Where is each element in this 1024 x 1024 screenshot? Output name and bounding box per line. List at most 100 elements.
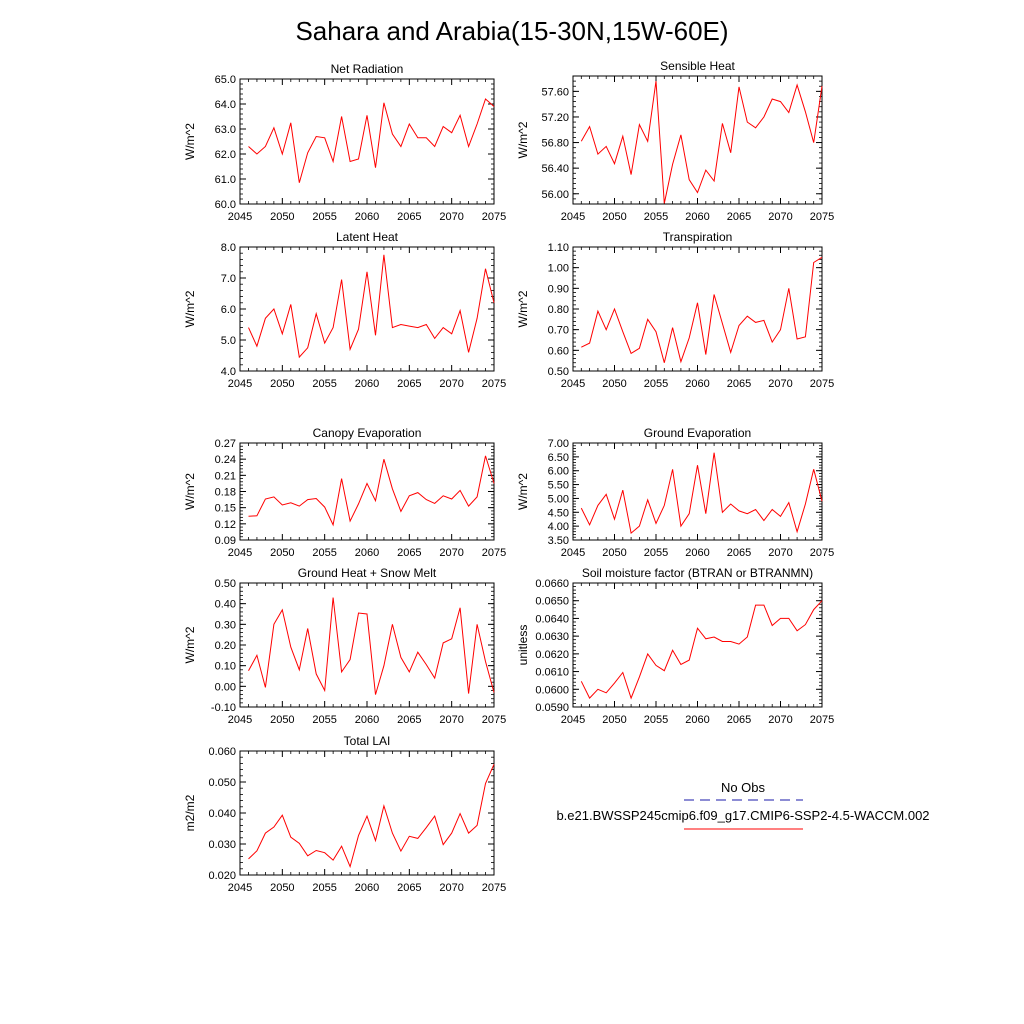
- y-tick-label: 0.0590: [535, 702, 569, 714]
- panel-title: Transpiration: [663, 230, 733, 244]
- y-tick-label: 56.00: [541, 189, 569, 201]
- x-tick-label: 2070: [439, 882, 463, 894]
- plot-frame: [572, 442, 823, 541]
- y-tick-label: 0.020: [208, 870, 236, 882]
- x-tick-label: 2045: [561, 547, 585, 559]
- x-tick-label: 2065: [397, 378, 421, 390]
- plot-frame: [572, 75, 823, 205]
- series-line: [248, 597, 495, 695]
- x-tick-label: 2045: [228, 547, 252, 559]
- x-tick-label: 2060: [685, 211, 709, 223]
- panel-canopy-evaporation: Canopy Evaporation W/m^2 2045 2050 2055 2060 2…: [183, 426, 506, 559]
- x-tick-label: 2070: [768, 211, 792, 223]
- y-tick-label: 0.18: [215, 487, 236, 499]
- x-tick-label: 2060: [355, 547, 379, 559]
- y-axis-label: W/m^2: [183, 473, 197, 510]
- x-tick-label: 2075: [810, 378, 834, 390]
- x-tick-label: 2050: [602, 211, 626, 223]
- y-tick-label: 0.050: [208, 777, 236, 789]
- panels: Net Radiation W/m^2 2045 2050 2055 2060 2065 20…: [183, 59, 834, 894]
- x-tick-label: 2055: [312, 714, 336, 726]
- y-tick-label: 0.50: [548, 366, 569, 378]
- x-tick-label: 2055: [644, 547, 668, 559]
- x-tick-label: 2050: [270, 211, 294, 223]
- x-tick-label: 2065: [397, 211, 421, 223]
- panel-ground-evaporation: Ground Evaporation W/m^2 2045 2050 2055 2060 2…: [516, 426, 834, 559]
- y-tick-label: 7.00: [548, 438, 569, 450]
- series-line: [580, 600, 823, 700]
- y-tick-label: 0.0600: [535, 684, 569, 696]
- y-tick-label: 0.60: [548, 345, 569, 357]
- y-tick-label: 5.00: [548, 493, 569, 505]
- x-tick-label: 2075: [482, 378, 506, 390]
- x-tick-label: 2055: [312, 547, 336, 559]
- x-tick-label: 2060: [355, 714, 379, 726]
- x-tick-label: 2065: [727, 211, 751, 223]
- y-tick-label: 0.24: [215, 454, 236, 466]
- x-tick-label: 2060: [355, 211, 379, 223]
- x-tick-label: 2045: [228, 882, 252, 894]
- x-tick-label: 2070: [768, 378, 792, 390]
- y-tick-label: 0.90: [548, 283, 569, 295]
- panel-total-lai: Total LAI m2/m2 2045 2050 2055 2060 2065 2070 20…: [183, 734, 506, 894]
- x-tick-label: 2050: [602, 714, 626, 726]
- panel-title: Net Radiation: [331, 62, 404, 76]
- x-tick-label: 2050: [270, 882, 294, 894]
- panel-sensible-heat: Sensible Heat W/m^2 2045 2050 2055 2060 2065 20…: [516, 59, 834, 223]
- y-tick-label: 0.27: [215, 438, 236, 450]
- x-tick-label: 2075: [482, 714, 506, 726]
- x-tick-label: 2050: [270, 714, 294, 726]
- y-tick-label: 0.15: [215, 503, 236, 515]
- x-tick-label: 2055: [312, 211, 336, 223]
- x-tick-label: 2045: [228, 714, 252, 726]
- panel-title: Ground Evaporation: [644, 426, 751, 440]
- x-tick-label: 2055: [312, 882, 336, 894]
- y-tick-label: 0.0660: [535, 578, 569, 590]
- y-tick-label: 64.0: [215, 99, 236, 111]
- series-line: [248, 254, 495, 359]
- y-tick-label: 0.040: [208, 808, 236, 820]
- y-tick-label: 0.0630: [535, 631, 569, 643]
- y-tick-label: 60.0: [215, 199, 236, 211]
- y-axis-label: W/m^2: [183, 290, 197, 327]
- y-tick-label: -0.10: [211, 702, 236, 714]
- y-tick-label: 0.10: [215, 661, 236, 673]
- x-tick-label: 2050: [270, 378, 294, 390]
- x-tick-label: 2060: [355, 378, 379, 390]
- x-tick-label: 2070: [439, 547, 463, 559]
- y-tick-label: 56.80: [541, 138, 569, 150]
- panel-ground-heat-snow-melt: Ground Heat + Snow Melt W/m^2 2045 2050 2055…: [183, 566, 506, 726]
- x-tick-label: 2065: [727, 547, 751, 559]
- y-tick-label: 6.50: [548, 452, 569, 464]
- y-axis-label: m2/m2: [183, 794, 197, 831]
- x-tick-label: 2060: [355, 882, 379, 894]
- y-tick-label: 7.0: [221, 273, 236, 285]
- y-tick-label: 65.0: [215, 74, 236, 86]
- x-tick-label: 2065: [727, 378, 751, 390]
- panel-title: Soil moisture factor (BTRAN or BTRANMN): [582, 566, 813, 580]
- y-tick-label: 57.60: [541, 86, 569, 98]
- y-tick-label: 4.50: [548, 507, 569, 519]
- plot-frame: [239, 582, 495, 708]
- series-line: [248, 98, 495, 183]
- series-line: [580, 81, 823, 204]
- y-tick-label: 6.00: [548, 466, 569, 478]
- x-tick-label: 2060: [685, 378, 709, 390]
- y-axis-label: W/m^2: [516, 473, 530, 510]
- y-axis-label: W/m^2: [183, 626, 197, 663]
- panel-title: Ground Heat + Snow Melt: [298, 566, 437, 580]
- y-tick-label: 0.0640: [535, 613, 569, 625]
- x-tick-label: 2065: [397, 547, 421, 559]
- panel-net-radiation: Net Radiation W/m^2 2045 2050 2055 2060 2065 20…: [183, 62, 506, 223]
- x-tick-label: 2070: [768, 714, 792, 726]
- y-axis-label: unitless: [516, 625, 530, 666]
- y-tick-label: 0.40: [215, 599, 236, 611]
- y-tick-label: 0.70: [548, 325, 569, 337]
- y-axis-label: W/m^2: [183, 123, 197, 160]
- legend: No Obs b.e21.BWSSP245cmip6.f09_g17.CMIP6…: [556, 780, 930, 830]
- x-tick-label: 2070: [439, 714, 463, 726]
- x-tick-label: 2060: [685, 714, 709, 726]
- y-tick-label: 0.21: [215, 470, 236, 482]
- x-tick-label: 2045: [561, 211, 585, 223]
